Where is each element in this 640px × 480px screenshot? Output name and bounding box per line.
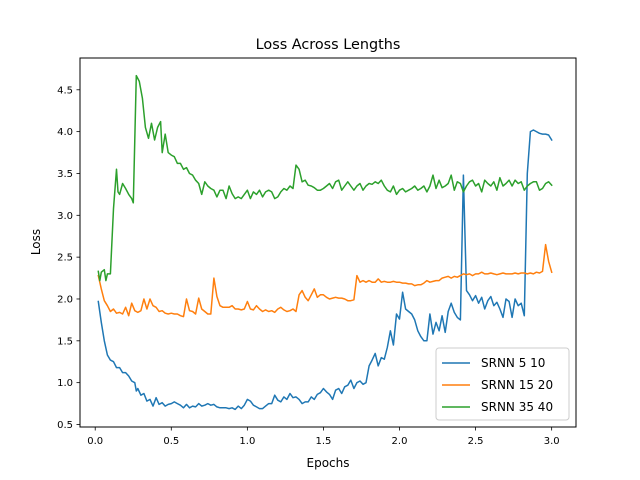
chart-title: Loss Across Lengths: [256, 37, 401, 53]
legend-items: SRNN 5 10 SRNN 15 20 SRNN 35 40: [442, 356, 553, 414]
legend-box: [435, 347, 570, 421]
x-tick-label: 1.5: [315, 436, 331, 447]
y-tick-label: 0.5: [57, 420, 73, 431]
legend-label: SRNN 5 10: [481, 356, 545, 370]
y-tick-label: 2.0: [57, 294, 73, 305]
y-axis-label: Loss: [29, 229, 43, 255]
y-tick-label: 1.5: [57, 336, 73, 347]
y-tick-label: 1.0: [57, 378, 73, 389]
series-line-1: [97, 129, 553, 411]
x-axis-label: Epochs: [307, 456, 350, 470]
legend-label: SRNN 35 40: [481, 400, 553, 414]
plot-frame: [79, 57, 577, 428]
series-layer: [97, 74, 553, 411]
y-tick-label: 3.5: [57, 169, 73, 180]
x-tick-label: 2.5: [468, 436, 484, 447]
y-tick-label: 2.5: [57, 253, 73, 264]
x-tick-label: 0.5: [163, 436, 179, 447]
series-line-2: [97, 243, 553, 318]
legend-label: SRNN 15 20: [481, 378, 553, 392]
x-tick-label: 1.0: [239, 436, 255, 447]
y-tick-label: 4.5: [57, 85, 73, 96]
x-tick-label: 3.0: [544, 436, 560, 447]
x-tick-label: 2.0: [392, 436, 408, 447]
y-tick-label: 3.0: [57, 211, 73, 222]
y-tick-label: 4.0: [57, 127, 73, 138]
x-tick-label: 0.0: [87, 436, 103, 447]
ticks-layer: 0.0 0.5 1.0 1.5 2.0 2.5 3.0 0.5 1.0 1.5 2.0 2.5 3.0 3…: [57, 85, 560, 447]
series-line-3: [97, 74, 553, 282]
legend: SRNN 5 10 SRNN 15 20 SRNN 35 40: [435, 347, 570, 421]
